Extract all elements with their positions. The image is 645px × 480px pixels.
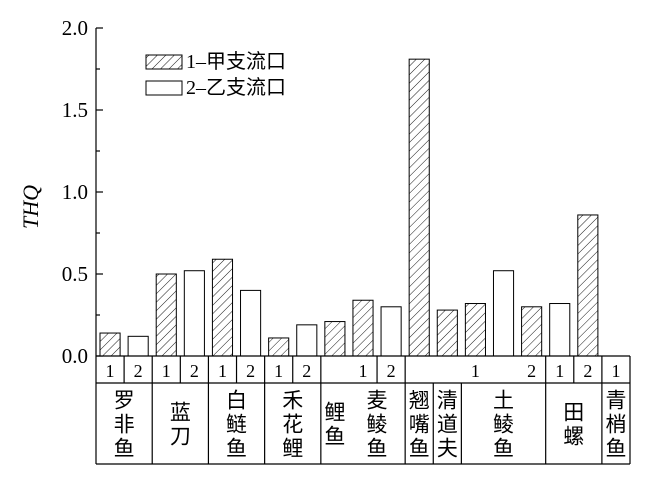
bar <box>577 214 599 357</box>
bar <box>521 306 543 357</box>
bar <box>324 321 346 357</box>
y-tick-label: 0.5 <box>62 262 88 286</box>
bar <box>296 324 318 357</box>
site-label: 1 <box>359 361 368 381</box>
y-tick-label: 0.0 <box>62 344 88 368</box>
legend-swatch-blank <box>145 80 183 96</box>
bar <box>183 270 205 357</box>
site-label: 1 <box>611 361 620 381</box>
bar <box>127 335 149 357</box>
legend-label-site-1: 1–甲支流口 <box>186 50 286 73</box>
bar <box>380 306 402 357</box>
fish-label: 白鲢鱼 <box>226 389 247 461</box>
bar <box>211 258 234 357</box>
bar <box>99 332 121 357</box>
site-label: 1 <box>162 361 171 381</box>
site-label: 2 <box>387 361 396 381</box>
site-label: 1 <box>274 361 283 381</box>
fish-label: 田螺 <box>563 401 584 449</box>
fish-label: 清道夫 <box>437 389 458 461</box>
category-table-lines <box>95 355 631 465</box>
bar <box>408 58 430 357</box>
legend: 1–甲支流口 2–乙支流口 <box>145 50 286 99</box>
y-tick-label: 2.0 <box>62 16 88 40</box>
site-label: 2 <box>527 361 536 381</box>
fish-label: 罗非鱼 <box>114 389 135 461</box>
site-label: 1 <box>106 361 115 381</box>
legend-swatch-hatched <box>145 54 183 70</box>
site-label: 1 <box>555 361 564 381</box>
fish-label: 蓝刀 <box>170 401 191 449</box>
bar <box>464 303 486 357</box>
bar <box>268 337 290 357</box>
site-label: 1 <box>218 361 227 381</box>
y-axis-ticks: 0.0 0.5 1.0 1.5 2.0 <box>62 16 103 368</box>
fish-label: 禾花鲤 <box>282 389 303 461</box>
site-label: 1 <box>471 361 480 381</box>
fish-label: 青梢鱼 <box>605 389 626 461</box>
fish-label: 麦鲮鱼 <box>367 389 388 461</box>
fish-label: 土鲮鱼 <box>493 389 514 461</box>
fish-label: 鲤鱼 <box>324 401 345 449</box>
site-label: 2 <box>302 361 311 381</box>
bar <box>436 309 458 357</box>
y-axis-label: THQ <box>18 185 43 229</box>
site-label: 2 <box>190 361 199 381</box>
y-tick-label: 1.5 <box>62 98 88 122</box>
bar <box>352 299 374 357</box>
bar <box>240 289 262 357</box>
bar <box>549 303 571 357</box>
legend-label-site-2: 2–乙支流口 <box>186 76 286 99</box>
bars <box>99 58 599 357</box>
fish-label: 翘嘴鱼 <box>409 389 430 461</box>
bar <box>492 270 515 357</box>
y-tick-label: 1.0 <box>62 180 88 204</box>
site-label: 2 <box>246 361 255 381</box>
bar <box>155 273 177 357</box>
site-label: 2 <box>583 361 592 381</box>
site-label: 2 <box>134 361 143 381</box>
